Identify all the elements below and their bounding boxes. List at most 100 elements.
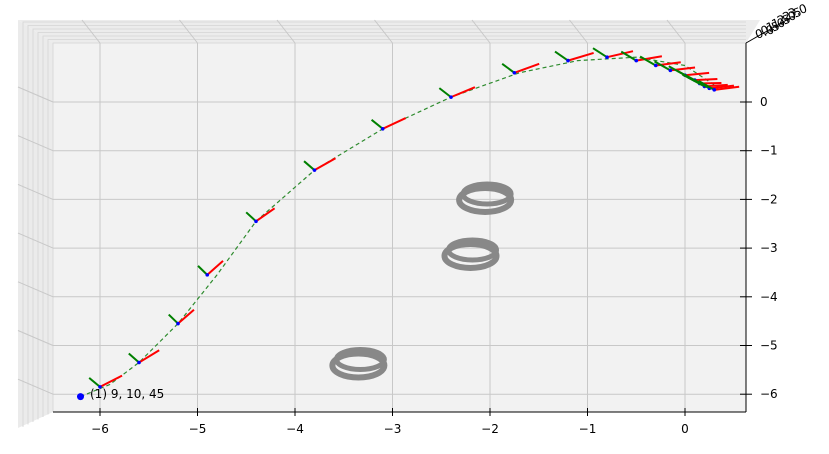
z-tick-label: 2.0 <box>775 8 798 28</box>
y-tick-label: −4 <box>760 290 778 304</box>
pane-edge <box>22 21 746 427</box>
frame-x-axis <box>694 78 718 82</box>
floor-pane <box>53 43 746 412</box>
grid-line-y-wall <box>17 86 54 103</box>
frame-y-axis <box>554 50 569 62</box>
x-tick-label: 0 <box>681 422 689 436</box>
x-tick-label: −1 <box>579 422 597 436</box>
z-tick-label: 1.5 <box>770 12 793 32</box>
frame-11 <box>592 47 634 59</box>
grid-line-x-wall <box>81 19 101 44</box>
y-tick-label: −3 <box>760 241 778 255</box>
frame-y-axis <box>653 60 671 72</box>
frame-y-axis <box>698 79 715 91</box>
z-tick-label: 0.5 <box>759 19 782 39</box>
grid-line-y-wall <box>17 135 54 152</box>
start-marker <box>77 393 84 401</box>
frame-7 <box>370 117 407 131</box>
trajectory-group <box>80 56 715 398</box>
y-tick-label: −1 <box>760 144 778 158</box>
pane-edge <box>32 28 746 422</box>
frame-2 <box>128 349 160 365</box>
ring-3-top <box>333 347 387 373</box>
frame-12 <box>620 50 663 63</box>
frame-3 <box>168 308 195 326</box>
grid-line-x-wall <box>179 19 198 44</box>
left-wall-pane <box>18 20 53 428</box>
frame-x-axis <box>314 157 336 172</box>
frame-x-axis <box>714 85 740 91</box>
frame-y-axis <box>303 160 316 171</box>
x-tick-label: −4 <box>286 422 304 436</box>
frame-origin <box>668 68 673 73</box>
frame-origin <box>137 360 141 365</box>
rings-group <box>329 181 515 381</box>
frame-6 <box>303 157 336 172</box>
frame-y-axis <box>592 47 608 59</box>
axis-ticks: −6 −5 −4 −3 −2 −1 0 0 −1 −2 −3 −4 −5 −6 3.02.52.01.51.… <box>53 1 809 436</box>
frame-x-axis <box>709 84 735 90</box>
frame-y-axis <box>639 55 657 67</box>
frame-x-axis <box>684 71 710 77</box>
frame-origin <box>605 55 609 59</box>
frame-y-axis <box>245 211 257 223</box>
frame-origin <box>566 58 570 63</box>
frame-x-axis <box>450 86 476 99</box>
frame-y-axis <box>692 78 710 90</box>
frame-8 <box>438 86 476 99</box>
frame-origin <box>653 63 658 68</box>
x-tick-label: −2 <box>481 422 499 436</box>
grid-line-x-wall <box>569 19 588 44</box>
frame-x-axis <box>138 349 160 364</box>
frame-origin <box>634 58 639 63</box>
frame-origin <box>712 88 717 92</box>
frames-group <box>77 47 740 401</box>
y-tick-label: −5 <box>760 339 778 353</box>
grid-line-x-wall <box>276 19 296 44</box>
frame-9 <box>501 62 540 75</box>
frame-y-axis <box>128 352 140 364</box>
z-axis-line <box>745 17 791 44</box>
frame-origin <box>380 126 385 131</box>
trajectory-line <box>80 56 715 398</box>
frame-x-axis <box>206 260 224 276</box>
grid-lines <box>17 19 746 412</box>
frame-1 <box>88 374 123 389</box>
z-tick-label: 0.0 <box>753 22 776 42</box>
frame-x-axis <box>636 55 663 62</box>
axes-panes <box>18 20 760 428</box>
x-tick-label: −5 <box>189 422 207 436</box>
frame-x-axis <box>382 117 407 130</box>
x-tick-label: −6 <box>91 422 109 436</box>
grid-line-x-wall <box>374 19 393 44</box>
z-tick-label: 1.0 <box>764 15 787 35</box>
frame-x-axis <box>177 308 195 325</box>
y-tick-label: 0 <box>760 95 768 109</box>
frame-origin <box>176 321 180 326</box>
frame-y-axis <box>620 50 637 62</box>
grid-line-y-wall <box>17 330 54 346</box>
frame-10 <box>554 50 594 63</box>
frame-y-axis <box>197 265 208 276</box>
grid-line-y-wall <box>17 183 54 200</box>
ring-3 <box>329 350 388 381</box>
x-tick-label: −3 <box>384 422 402 436</box>
frame-origin <box>512 70 517 75</box>
grid-line-y-wall <box>17 378 54 395</box>
frame-origin <box>205 273 210 277</box>
ring-2-top <box>446 237 499 263</box>
grid-line-x-wall <box>666 19 686 44</box>
pane-edge <box>27 25 746 425</box>
frame-y-axis <box>501 62 515 74</box>
frame-y-axis <box>168 313 179 325</box>
frame-origin <box>98 385 102 389</box>
z-tick-label: 2.5 <box>781 5 804 25</box>
frame-20 <box>698 79 740 92</box>
frame-y-axis <box>438 87 452 98</box>
grid-line-x-wall <box>471 19 491 44</box>
frame-5 <box>245 207 276 224</box>
y-tick-label: −6 <box>760 387 778 401</box>
frame-x-axis <box>606 50 634 59</box>
z-tick-label: 3.0 <box>786 1 809 21</box>
